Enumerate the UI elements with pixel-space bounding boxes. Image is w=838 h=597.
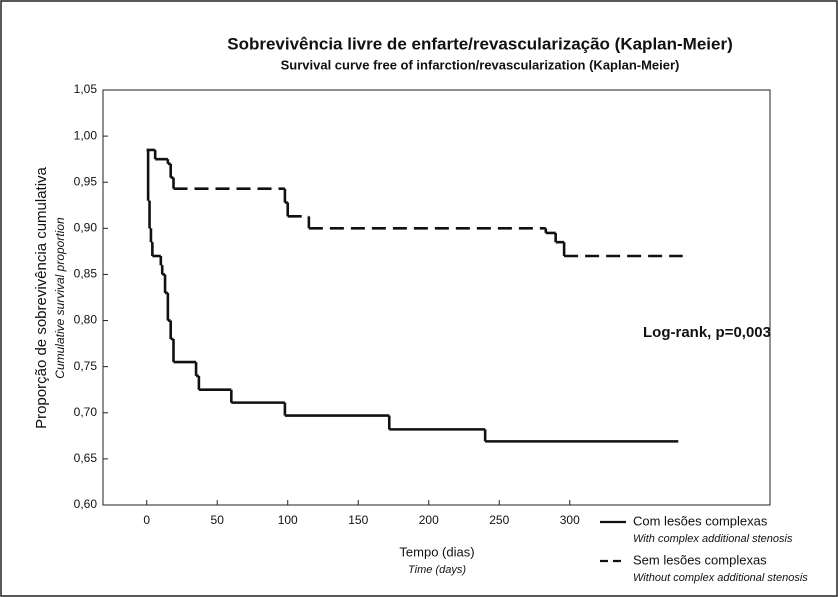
- y-tick-label: 1,00: [74, 128, 98, 142]
- x-tick-label: 200: [419, 513, 439, 527]
- x-axis-label: Tempo (dias): [399, 544, 474, 559]
- legend-label: Com lesões complexas: [633, 513, 768, 528]
- annotation: Log-rank, p=0,003: [643, 324, 771, 341]
- x-tick-label: 150: [348, 513, 368, 527]
- y-tick-label: 0,75: [74, 359, 98, 373]
- y-tick-label: 0,95: [74, 174, 98, 188]
- legend-description: Without complex additional stenosis: [633, 572, 808, 584]
- legend-description: With complex additional stenosis: [633, 533, 793, 545]
- x-tick-label: 50: [211, 513, 225, 527]
- y-tick-label: 0,90: [74, 221, 98, 235]
- chart-subtitle: Survival curve free of infarction/revasc…: [281, 57, 680, 72]
- y-tick-label: 0,65: [74, 451, 98, 465]
- y-axis-label-en: Cumulative survival proportion: [53, 217, 67, 379]
- y-axis-label: Proporção de sobrevivência cumulativa: [33, 166, 50, 428]
- y-tick-label: 0,80: [74, 313, 98, 327]
- x-tick-label: 0: [143, 513, 150, 527]
- x-tick-label: 250: [489, 513, 509, 527]
- x-axis-label-en: Time (days): [408, 564, 466, 576]
- x-tick-label: 300: [560, 513, 580, 527]
- y-tick-label: 0,85: [74, 267, 98, 281]
- y-tick-label: 1,05: [74, 82, 98, 96]
- y-tick-label: 0,70: [74, 405, 98, 419]
- plot-frame: [102, 89, 771, 506]
- chart-title: Sobrevivência livre de enfarte/revascula…: [227, 34, 733, 53]
- legend-label: Sem lesões complexas: [633, 552, 767, 567]
- x-tick-label: 100: [278, 513, 298, 527]
- y-tick-label: 0,60: [74, 497, 98, 511]
